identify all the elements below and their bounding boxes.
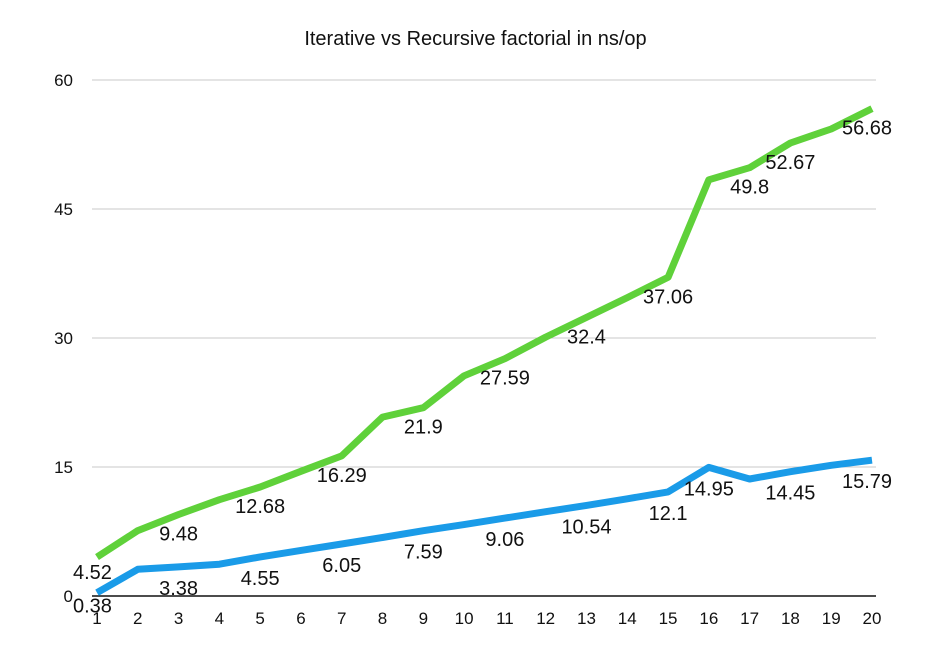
data-label-series2-x13: 10.54 xyxy=(561,516,611,538)
y-tick-label-45: 45 xyxy=(54,200,73,219)
data-label-series1-x1: 4.52 xyxy=(73,562,112,584)
data-label-series1-x17: 49.8 xyxy=(730,177,769,199)
data-label-series1-x18: 52.67 xyxy=(765,152,815,174)
data-label-series2-x5: 4.55 xyxy=(241,568,280,590)
data-label-series2-x15: 12.1 xyxy=(649,503,688,525)
x-tick-label-14: 14 xyxy=(618,609,637,628)
data-label-series2-x18: 14.45 xyxy=(765,483,815,505)
data-label-series2-x3: 3.38 xyxy=(159,578,198,600)
x-tick-label-7: 7 xyxy=(337,609,346,628)
x-tick-label-15: 15 xyxy=(659,609,678,628)
x-tick-label-1: 1 xyxy=(92,609,101,628)
x-tick-label-19: 19 xyxy=(822,609,841,628)
x-tick-label-20: 20 xyxy=(863,609,882,628)
x-tick-label-8: 8 xyxy=(378,609,387,628)
series-line-1 xyxy=(95,105,874,561)
data-label-series1-x9: 21.9 xyxy=(404,417,443,439)
x-tick-label-16: 16 xyxy=(699,609,718,628)
data-label-series2-x9: 7.59 xyxy=(404,542,443,564)
data-label-series2-x11: 9.06 xyxy=(485,529,524,551)
data-label-series2-x1: 0.38 xyxy=(73,596,112,618)
x-tick-label-10: 10 xyxy=(455,609,474,628)
y-tick-label-15: 15 xyxy=(54,458,73,477)
x-tick-label-18: 18 xyxy=(781,609,800,628)
x-tick-label-13: 13 xyxy=(577,609,596,628)
y-tick-label-60: 60 xyxy=(54,71,73,90)
chart-title: Iterative vs Recursive factorial in ns/o… xyxy=(304,28,647,50)
x-tick-label-11: 11 xyxy=(496,609,514,628)
x-tick-label-4: 4 xyxy=(215,609,224,628)
data-label-series1-x13: 32.4 xyxy=(567,326,606,348)
x-tick-label-17: 17 xyxy=(740,609,759,628)
data-label-series2-x16: 14.95 xyxy=(684,478,734,500)
data-label-series2-x7: 6.05 xyxy=(322,555,361,577)
data-label-series1-x15: 37.06 xyxy=(643,286,693,308)
x-tick-label-6: 6 xyxy=(296,609,305,628)
data-label-series1-x20: 56.68 xyxy=(842,118,892,140)
data-label-series2-x20: 15.79 xyxy=(842,471,892,493)
y-tick-label-0: 0 xyxy=(64,587,73,606)
y-tick-label-30: 30 xyxy=(54,329,73,348)
series-line-2 xyxy=(95,456,873,596)
data-label-series1-x11: 27.59 xyxy=(480,368,530,390)
x-tick-label-9: 9 xyxy=(419,609,428,628)
x-tick-label-3: 3 xyxy=(174,609,183,628)
data-label-series1-x7: 16.29 xyxy=(317,465,367,487)
x-tick-label-2: 2 xyxy=(133,609,142,628)
x-tick-label-5: 5 xyxy=(255,609,264,628)
data-label-series1-x3: 9.48 xyxy=(159,523,198,545)
x-tick-label-12: 12 xyxy=(536,609,555,628)
data-label-series1-x5: 12.68 xyxy=(235,496,285,518)
